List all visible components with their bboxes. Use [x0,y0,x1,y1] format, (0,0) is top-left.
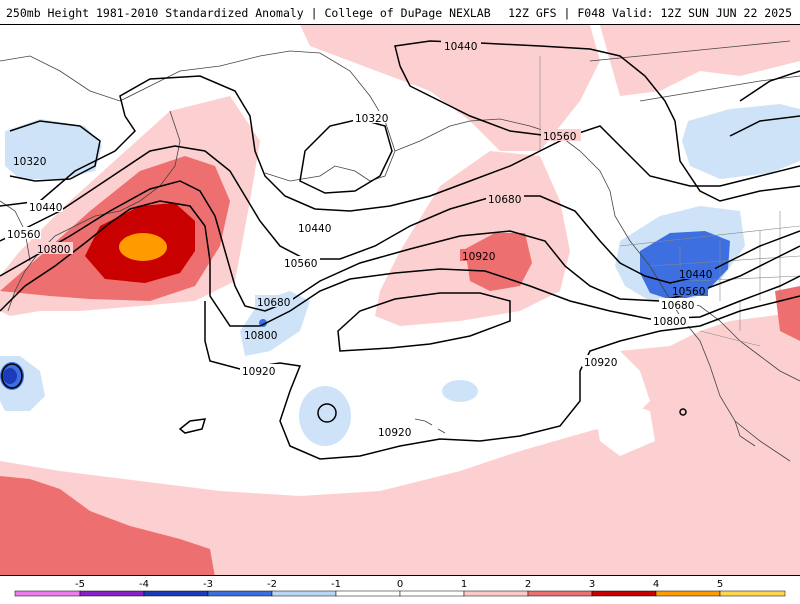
colorbar-segment [399,590,465,597]
colorbar-segment [14,590,81,597]
contour-labels: 10440 10320 10560 10320 10440 10560 1080… [5,39,715,439]
negative-anomaly-3-fills [3,368,17,384]
colorbar-segment [463,590,529,597]
contour-label: 10440 [444,41,477,53]
colorbar-tick-label: -3 [203,579,213,590]
colorbar-tick-label: -2 [267,579,277,590]
height-contours [0,40,800,460]
contour-label: 10560 [543,131,576,143]
colorbar-segment [335,590,401,597]
colorbar-segment [143,590,209,597]
colorbar-segment [591,590,657,597]
contour-label: 10800 [653,316,686,328]
colorbar-segment [655,590,721,597]
contour-label: 10920 [462,251,495,263]
colorbar-tick-label: -5 [75,579,85,590]
colorbar-tick-label: 5 [717,579,723,590]
contour-label: 10440 [298,223,331,235]
colorbar-svg: -5 -4 -3 -2 -1 0 1 2 3 4 5 [14,579,786,597]
contour-label: 10560 [672,286,705,298]
contour-label: 10680 [661,300,694,312]
colorbar-tick-label: -4 [139,579,149,590]
colorbar-segment [719,590,786,597]
contour-label: 10920 [584,357,617,369]
colorbar-tick-label: 2 [525,579,531,590]
header: 250mb Height 1981-2010 Standardized Anom… [0,0,800,24]
map-title: 250mb Height 1981-2010 Standardized Anom… [6,6,491,20]
positive-anomaly-4-fills [119,233,167,261]
colorbar-tick-label: 1 [461,579,467,590]
contour-label: 10680 [257,297,290,309]
contour-label: 10560 [284,258,317,270]
colorbar-segment [207,590,273,597]
contour-label: 10920 [242,366,275,378]
colorbar-tick-label: 3 [589,579,595,590]
model-run-info: 12Z GFS | F048 Valid: 12Z SUN JUN 22 202… [508,6,792,20]
contour-label: 10320 [355,113,388,125]
colorbar-segment [527,590,593,597]
anomaly-map: 10440 10320 10560 10320 10440 10560 1080… [0,24,800,576]
contour-label: 10320 [13,156,46,168]
contour-label: 10680 [488,194,521,206]
contour-label: 10440 [679,269,712,281]
colorbar-tick-label: 0 [397,579,403,590]
colorbar: -5 -4 -3 -2 -1 0 1 2 3 4 5 [0,576,800,600]
colorbar-segment [79,590,145,597]
colorbar-tick-label: -1 [331,579,341,590]
contour-label: 10800 [244,330,277,342]
contour-label: 10800 [37,244,70,256]
contour-label: 10440 [29,202,62,214]
colorbar-tick-label: 4 [653,579,659,590]
colorbar-segment [271,590,337,597]
contour-label: 10560 [7,229,40,241]
contour-label: 10920 [378,427,411,439]
map-svg: 10440 10320 10560 10320 10440 10560 1080… [0,25,800,575]
